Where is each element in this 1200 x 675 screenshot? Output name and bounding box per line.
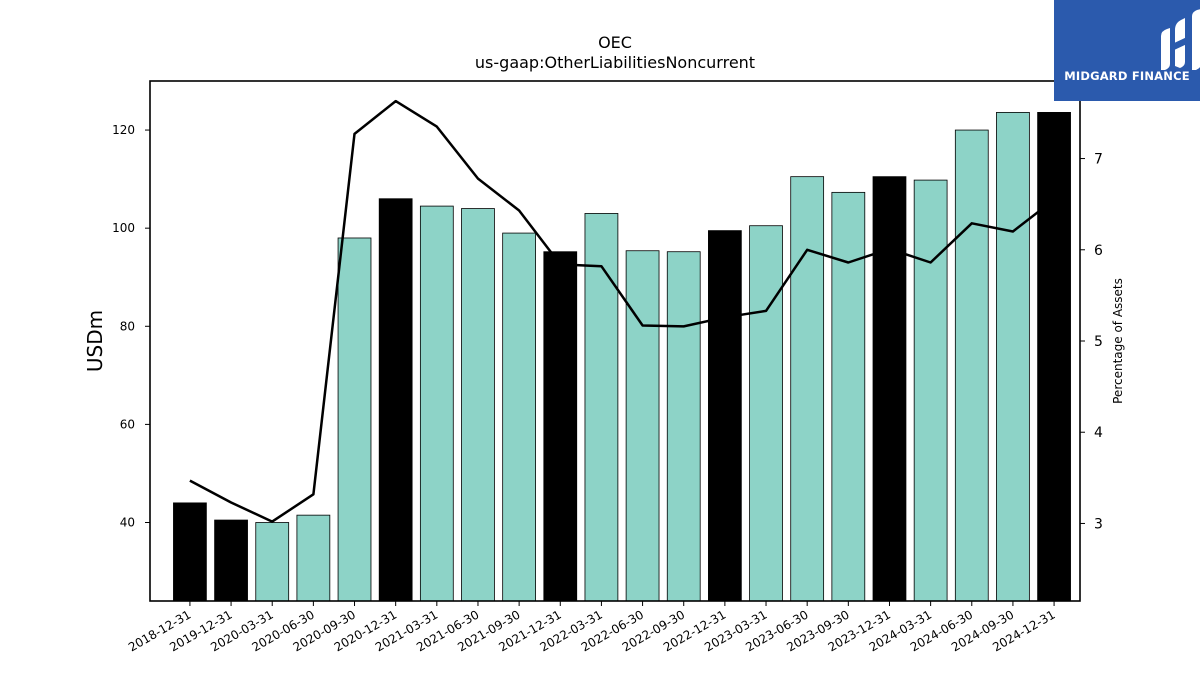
- bar-2021-09-30: [502, 232, 536, 602]
- percentage-line: [189, 99, 1055, 523]
- y2-tick-label: 4: [1094, 425, 1103, 441]
- y-tick-label: 120: [112, 123, 135, 137]
- bar-2024-09-30: [996, 111, 1030, 602]
- y-axis-left: 40 60 80 100 120: [112, 123, 150, 530]
- y2-tick-label: 6: [1094, 243, 1103, 259]
- bar-2024-12-31: [1037, 111, 1071, 602]
- bar-2018-12-31: [173, 502, 207, 602]
- bar-2020-12-31: [378, 198, 413, 602]
- y2-axis-label: Percentage of Assets: [1111, 278, 1125, 404]
- y-axis-right: 3 4 5 6 7: [1080, 152, 1103, 532]
- bar-2023-12-31: [872, 176, 907, 602]
- y2-tick-label: 5: [1094, 334, 1103, 350]
- bars-group: [173, 111, 1071, 602]
- bar-2021-06-30: [461, 208, 495, 602]
- y-tick-label: 100: [112, 221, 135, 235]
- bar-2024-06-30: [954, 129, 989, 602]
- bar-2021-03-31: [419, 205, 454, 602]
- bar-2021-12-31: [543, 251, 578, 602]
- y-tick-label: 60: [120, 417, 135, 431]
- chart-title: OEC: [598, 33, 632, 52]
- x-axis: 2018-12-312019-12-312020-03-312020-06-30…: [126, 601, 1058, 654]
- bar-2020-03-31: [255, 522, 290, 602]
- bar-2020-06-30: [296, 514, 331, 602]
- bar-2020-09-30: [337, 237, 372, 602]
- bar-2022-03-31: [584, 213, 619, 602]
- midgard-logo-icon: [1161, 9, 1200, 70]
- bar-2023-03-31: [749, 225, 783, 602]
- bar-2024-03-31: [913, 179, 948, 602]
- y2-tick-label: 3: [1094, 516, 1103, 532]
- y-axis-label: USDm: [83, 310, 107, 372]
- bar-2023-09-30: [831, 191, 866, 602]
- bar-2022-06-30: [625, 250, 660, 602]
- bar-2019-12-31: [214, 519, 248, 602]
- midgard-finance-logo: MIDGARD FINANCE: [1054, 0, 1200, 101]
- bar-2022-09-30: [666, 251, 701, 602]
- chart-subtitle: us-gaap:OtherLiabilitiesNoncurrent: [475, 53, 755, 72]
- y2-tick-label: 7: [1094, 152, 1103, 168]
- bar-2023-06-30: [790, 176, 825, 602]
- y-tick-label: 80: [120, 319, 135, 333]
- y-tick-label: 40: [120, 516, 135, 530]
- logo-text: MIDGARD FINANCE: [1064, 69, 1190, 83]
- bar-2022-12-31: [708, 230, 742, 602]
